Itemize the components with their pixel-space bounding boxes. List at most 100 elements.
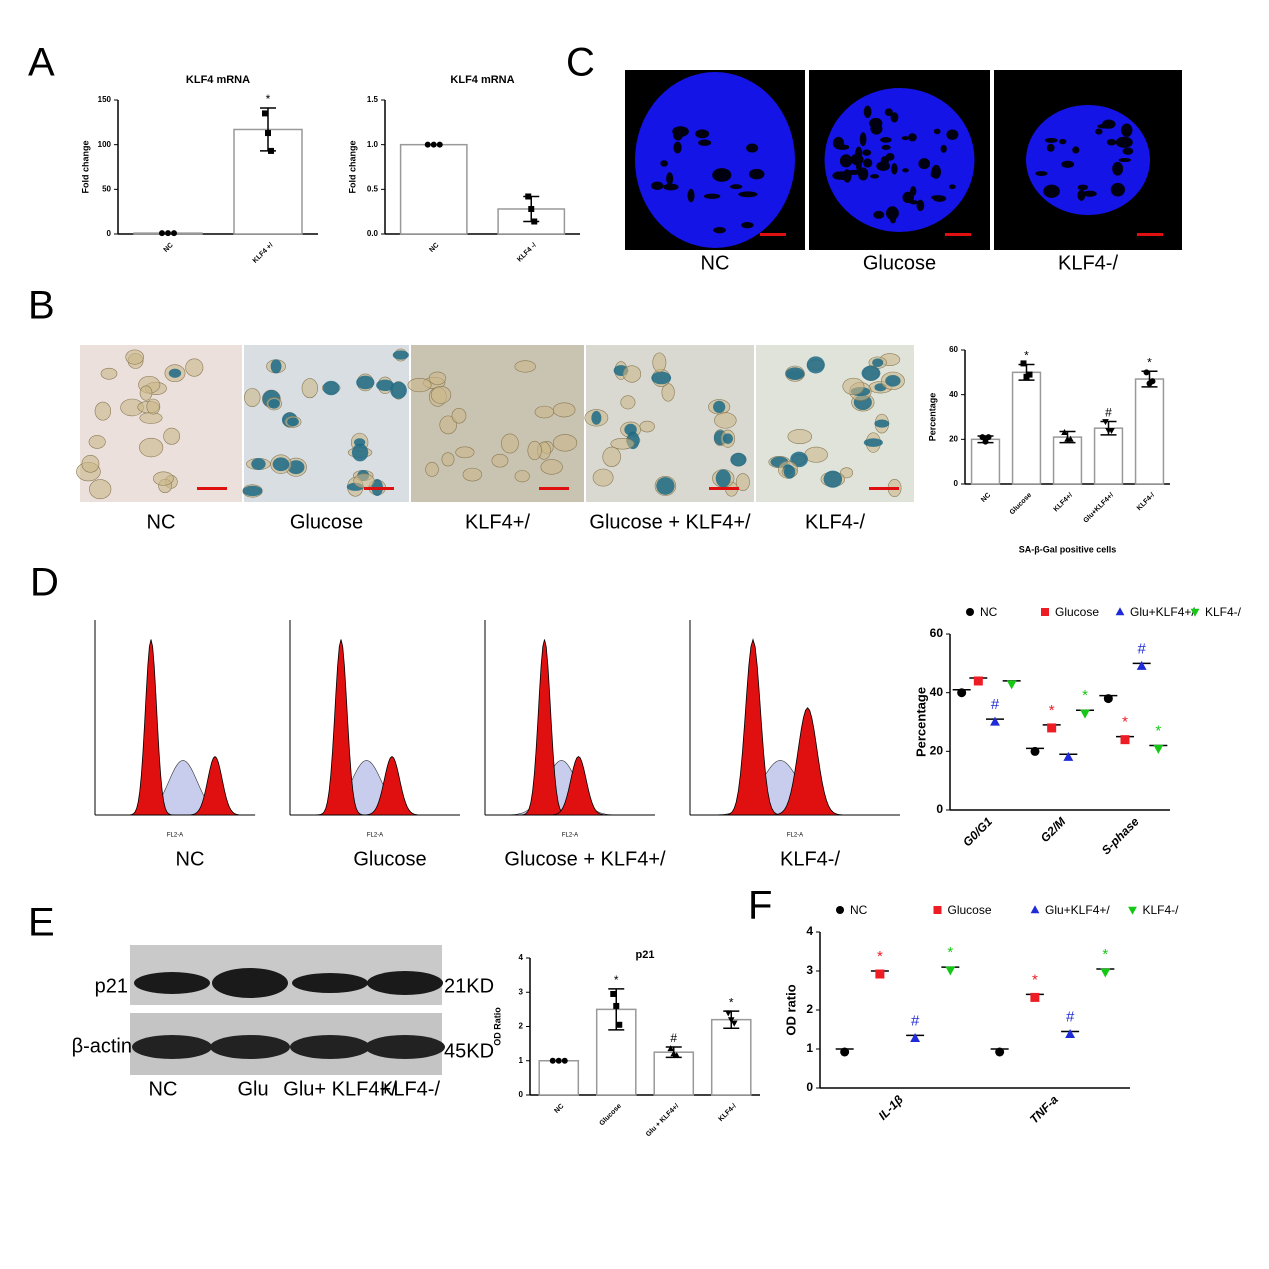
stained-cell (356, 375, 375, 390)
stained-cell (376, 379, 395, 391)
legend-marker (1115, 607, 1125, 616)
cell (451, 408, 467, 424)
annotation: * (1032, 971, 1038, 988)
stained-cell (591, 410, 602, 425)
cell (552, 402, 576, 418)
chromatin-gap (949, 184, 956, 190)
bar (710, 1018, 752, 1096)
annotation: * (947, 944, 953, 961)
point (1153, 744, 1164, 754)
cell (89, 479, 112, 500)
cell (491, 453, 509, 468)
y-tick-label: 0.0 (367, 229, 379, 238)
annotation: # (1105, 406, 1112, 420)
chromatin-gap (847, 169, 861, 175)
stained-cell (861, 365, 881, 381)
cell (622, 365, 642, 383)
stained-cell (272, 457, 290, 472)
chromatin-gap (1061, 160, 1075, 168)
bar (399, 143, 468, 235)
point (1100, 968, 1111, 978)
point (1065, 1029, 1076, 1039)
point (1102, 419, 1109, 426)
cell (714, 412, 737, 429)
chromatin-gap (729, 184, 743, 190)
annotation: * (1147, 355, 1152, 369)
image-caption: NC (147, 511, 176, 533)
nucleus (635, 72, 795, 248)
cell (125, 349, 144, 365)
legend-marker (1030, 905, 1040, 914)
point (1006, 680, 1017, 690)
cell (514, 360, 536, 373)
y-tick-label: 0 (954, 479, 959, 488)
cell (439, 415, 458, 435)
cell (735, 473, 750, 491)
stained-cell (651, 371, 672, 385)
point (982, 438, 989, 445)
y-tick-label: 40 (949, 390, 958, 399)
legend-marker (1190, 608, 1200, 617)
chromatin-gap (916, 199, 925, 212)
point (424, 141, 431, 148)
y-tick-label: 1 (519, 1056, 524, 1065)
chromatin-gap (889, 215, 897, 224)
band (292, 973, 368, 993)
image-caption: NC (701, 252, 730, 274)
cell (146, 398, 161, 415)
scale-bar (539, 487, 569, 490)
chromatin-gap (873, 210, 885, 219)
cell (185, 358, 204, 377)
point (436, 141, 443, 148)
cell (610, 437, 635, 450)
stained-cell (656, 477, 675, 495)
chromatin-gap (833, 136, 845, 150)
band (210, 1035, 290, 1059)
panel-letter: E (28, 901, 55, 945)
x-axis-label: FL2-A (787, 833, 803, 839)
point (525, 193, 532, 200)
chromatin-gap (695, 129, 710, 139)
stained-cell (322, 380, 340, 396)
band (367, 971, 443, 995)
cell (540, 459, 563, 475)
chromatin-gap (712, 168, 732, 182)
panel-letter: A (28, 41, 55, 85)
point (1108, 428, 1115, 434)
point (1149, 378, 1156, 385)
y-axis-label: Percentage (913, 687, 928, 757)
stained-cell (168, 368, 182, 378)
point (171, 230, 177, 237)
cell (153, 471, 174, 486)
annotation: * (729, 995, 734, 1009)
chromatin-gap (1046, 143, 1055, 152)
y-tick-label: 40 (930, 685, 944, 699)
y-tick-label: 150 (98, 95, 112, 104)
chromatin-gap (703, 193, 721, 199)
image-caption: KLF4-/ (1058, 252, 1118, 274)
point (549, 1057, 556, 1064)
chromatin-gap (885, 206, 899, 220)
stained-cell (287, 460, 305, 475)
point (727, 1017, 735, 1024)
bar (1011, 371, 1042, 485)
scale-bar (197, 487, 227, 490)
chromatin-gap (863, 105, 872, 118)
stained-cell (713, 400, 726, 414)
cell (787, 429, 813, 445)
cell (244, 388, 261, 407)
annotation: * (614, 973, 619, 987)
chromatin-gap (1035, 171, 1048, 176)
cell (462, 467, 483, 482)
cell (139, 385, 153, 401)
scale-bar (945, 233, 971, 236)
chromatin-gap (931, 195, 944, 200)
chromatin-gap (870, 122, 883, 135)
panel-letter: B (28, 284, 55, 328)
annotation: * (877, 948, 883, 965)
bar (538, 1060, 580, 1096)
image-caption: KLF4-/ (780, 848, 840, 870)
histogram-g2 (485, 755, 655, 816)
point (528, 205, 535, 212)
chromatin-gap (713, 226, 726, 234)
